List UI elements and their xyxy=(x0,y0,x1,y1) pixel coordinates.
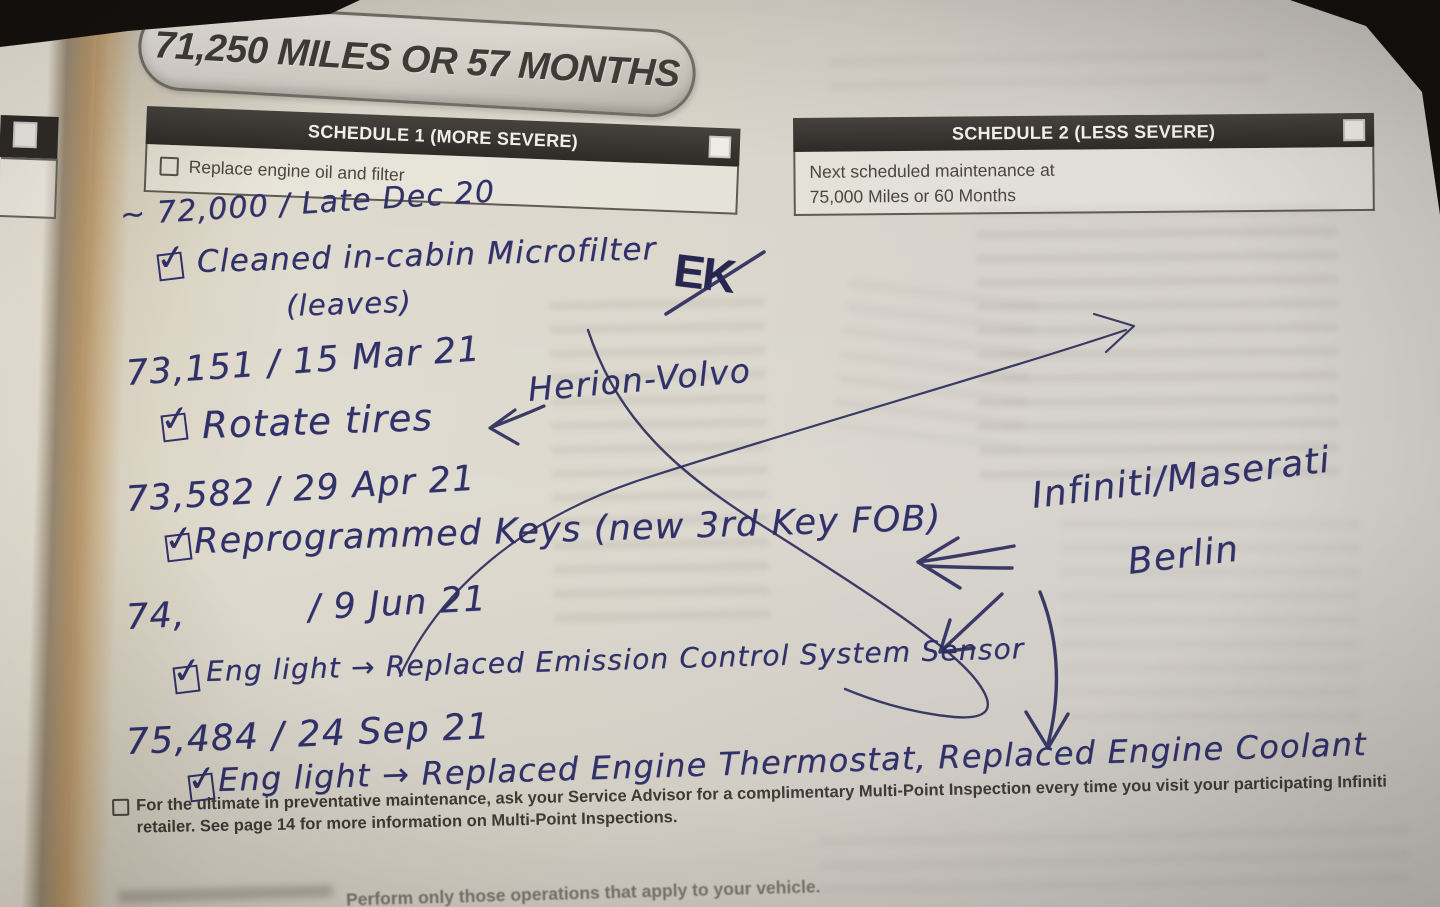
checkbox-icon xyxy=(159,156,180,177)
bleedthrough-text xyxy=(827,50,1269,106)
left-page-box-fragment xyxy=(0,157,59,219)
check-mark-icon: ✓ xyxy=(157,397,193,442)
handwritten-checkbox: ✓ xyxy=(170,649,205,695)
schedule2-section: SCHEDULE 2 (LESS SEVERE) Next scheduled … xyxy=(793,112,1375,216)
checkbox-icon xyxy=(1343,119,1366,142)
schedule2-title: SCHEDULE 2 (LESS SEVERE) xyxy=(951,120,1216,144)
entry2-note: Rotate tires xyxy=(201,395,434,447)
schedule2-next-line2: 75,000 Miles or 60 Months xyxy=(809,184,1016,207)
checkbox-icon xyxy=(12,121,38,149)
handwritten-checkbox: ✓ xyxy=(154,236,189,282)
check-mark-icon: ✓ xyxy=(153,236,189,281)
mileage-header-label: 71,250 MILES OR 57 MONTHS xyxy=(153,23,681,96)
bleedthrough-text xyxy=(819,825,1411,907)
entry1-note-sub: (leaves) xyxy=(285,284,413,323)
technician-initials: EK xyxy=(671,243,737,303)
schedule1-title: SCHEDULE 1 (MORE SEVERE) xyxy=(307,120,579,152)
check-mark-icon: ✓ xyxy=(161,517,197,562)
schedule2-header-bar: SCHEDULE 2 (LESS SEVERE) xyxy=(793,112,1375,152)
schedule2-next-box: Next scheduled maintenance at 75,000 Mil… xyxy=(793,146,1375,216)
handwritten-checkbox: ✓ xyxy=(158,397,193,443)
checkbox-icon xyxy=(112,798,130,816)
checkbox-icon xyxy=(708,135,732,159)
left-page-header-bar-fragment xyxy=(0,115,59,159)
check-mark-icon: ✓ xyxy=(169,649,205,694)
bleedthrough-handwriting xyxy=(831,278,1039,452)
handwritten-checkbox: ✓ xyxy=(162,517,197,563)
bleedthrough-text xyxy=(549,298,770,622)
